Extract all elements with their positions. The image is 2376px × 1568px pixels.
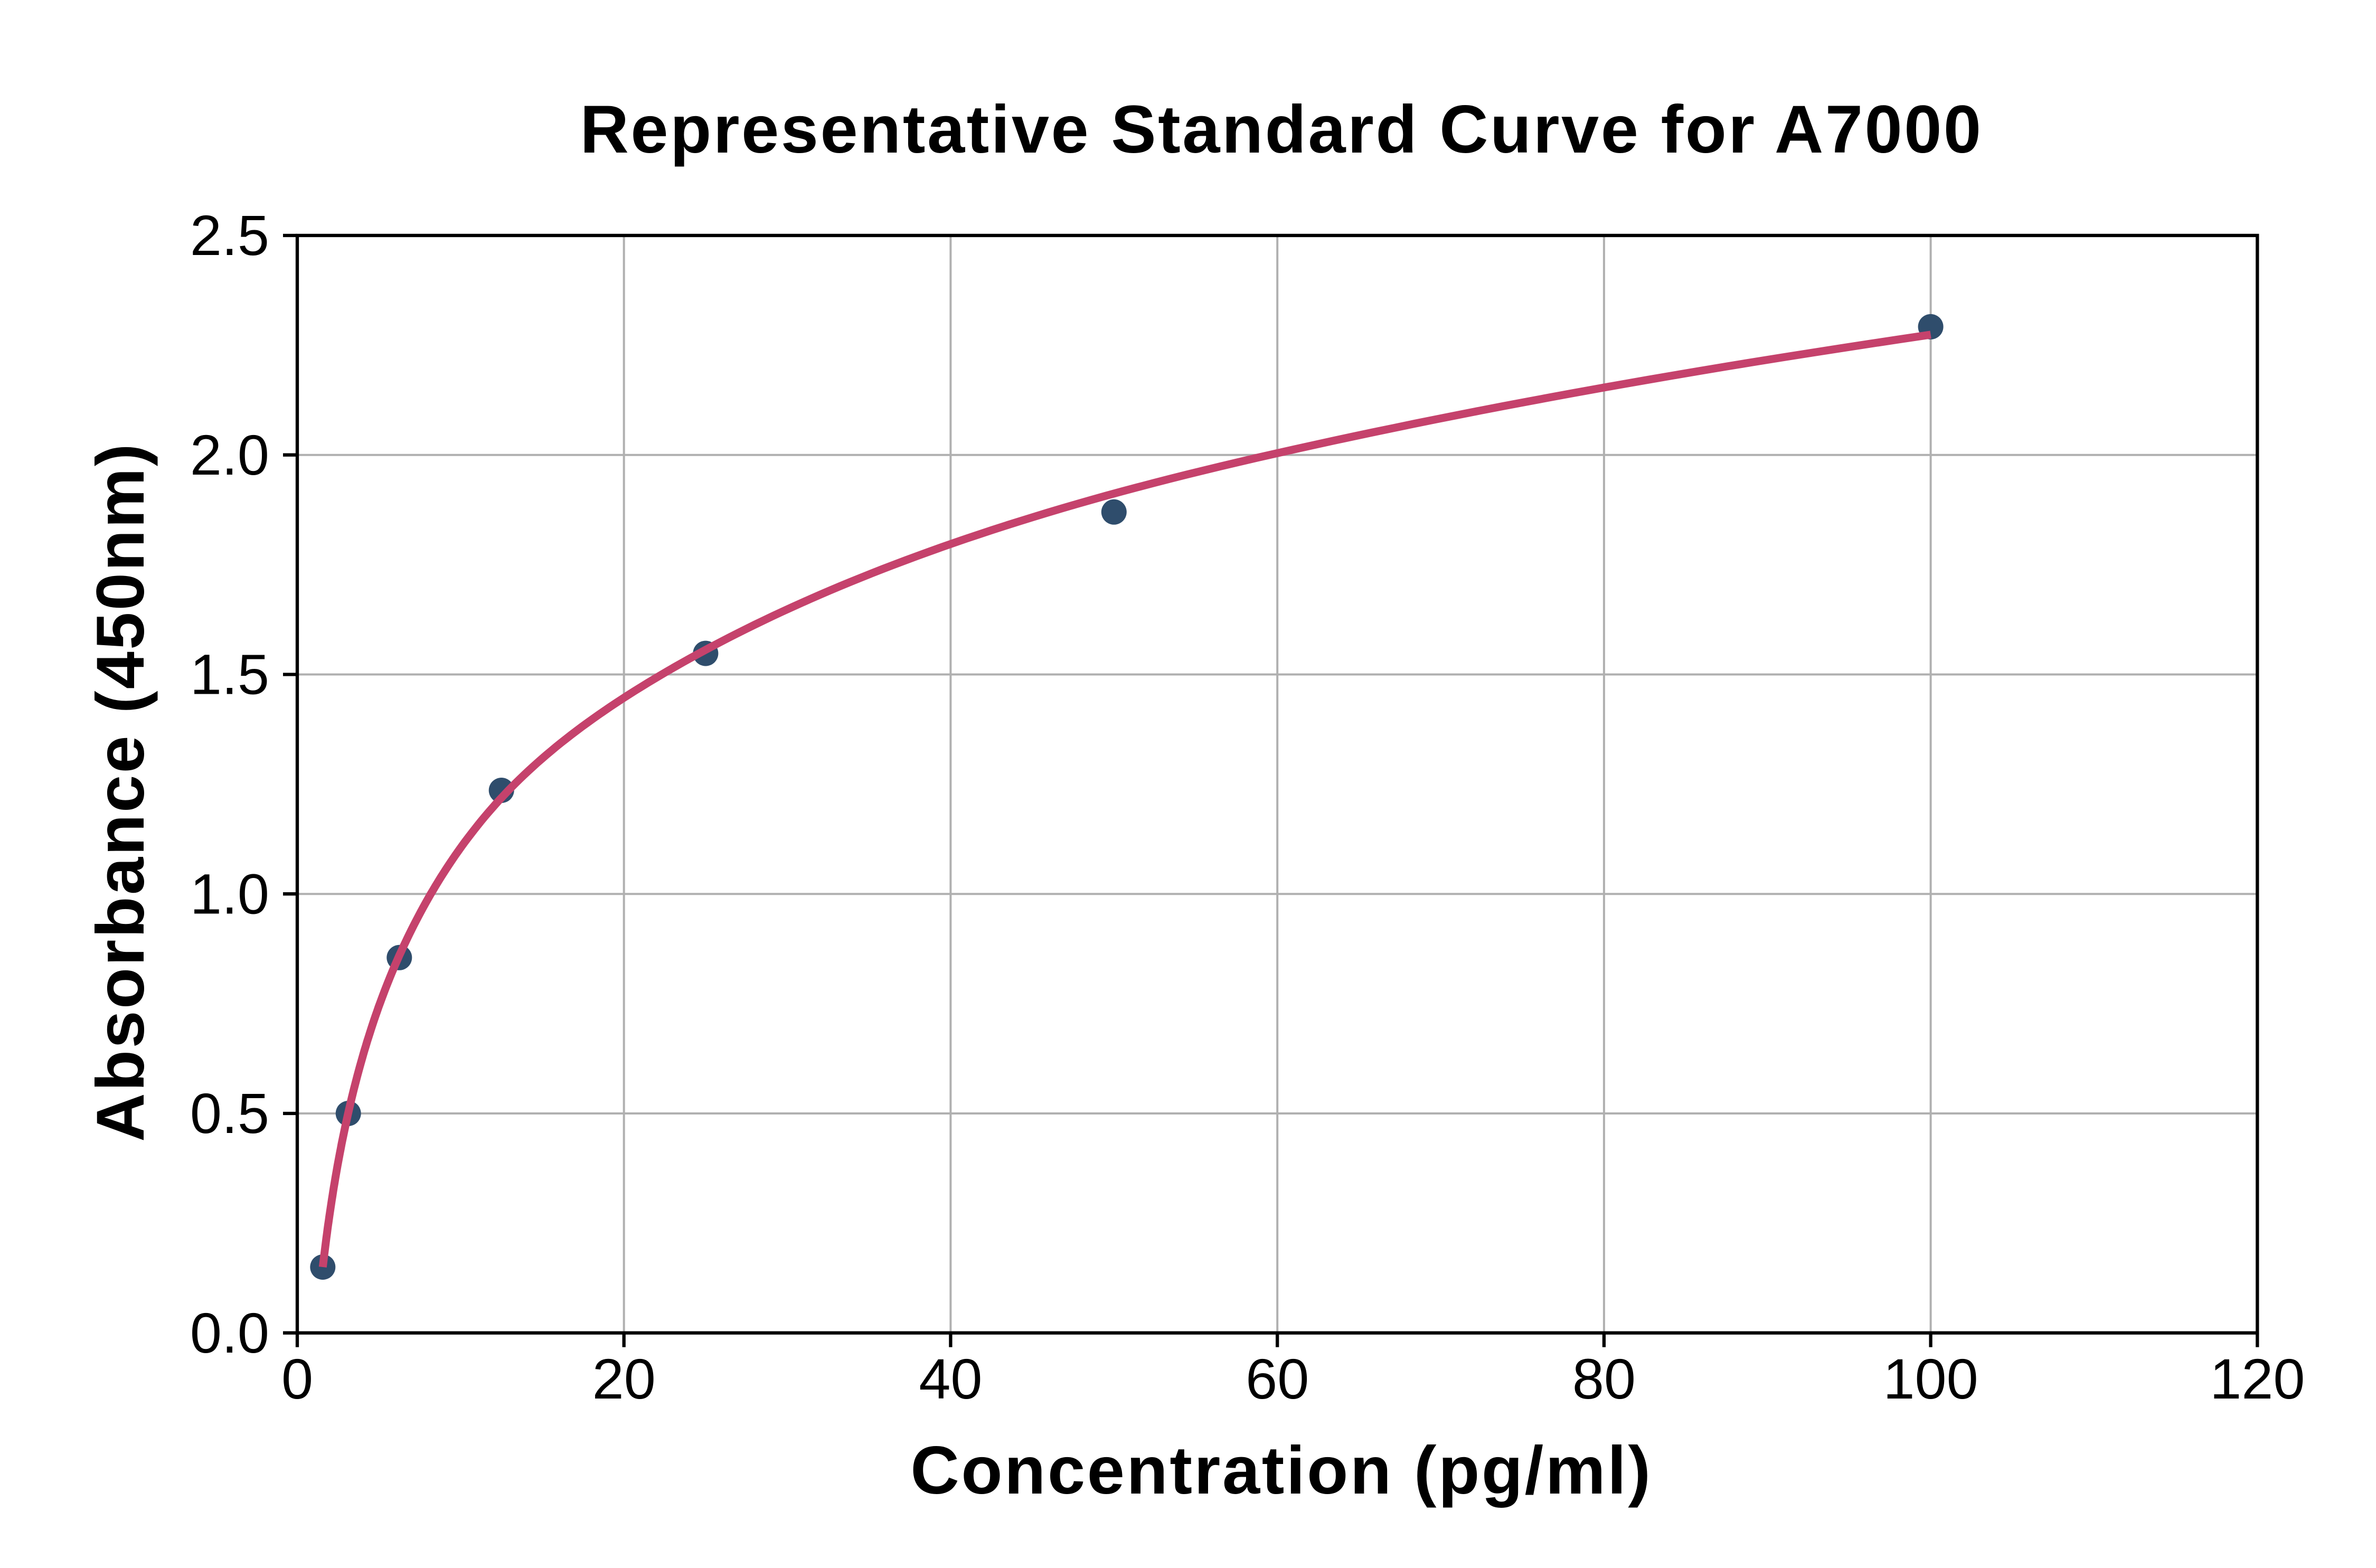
svg-text:0.5: 0.5 — [190, 1081, 269, 1145]
svg-text:Representative Standard Curve: Representative Standard Curve for A7000 — [580, 92, 1983, 167]
svg-text:1.5: 1.5 — [190, 643, 269, 706]
svg-text:0: 0 — [281, 1347, 313, 1411]
svg-text:60: 60 — [1246, 1347, 1309, 1411]
svg-text:80: 80 — [1572, 1347, 1636, 1411]
svg-text:100: 100 — [1883, 1347, 1978, 1411]
svg-text:1.0: 1.0 — [190, 862, 269, 925]
svg-text:Concentration (pg/ml): Concentration (pg/ml) — [910, 1433, 1652, 1508]
svg-text:20: 20 — [592, 1347, 656, 1411]
svg-text:Absorbance (450nm): Absorbance (450nm) — [83, 442, 158, 1142]
svg-text:40: 40 — [919, 1347, 982, 1411]
svg-text:2.0: 2.0 — [190, 423, 269, 487]
svg-text:2.5: 2.5 — [190, 203, 269, 267]
svg-text:120: 120 — [2210, 1347, 2305, 1411]
svg-text:0.0: 0.0 — [190, 1301, 269, 1365]
